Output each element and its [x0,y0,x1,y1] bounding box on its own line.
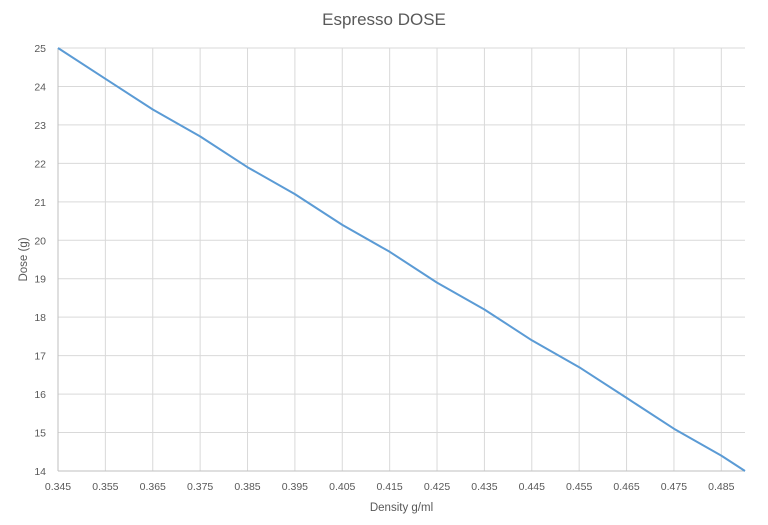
y-axis-label: Dose (g) [18,237,30,281]
x-tick-label: 0.455 [566,481,592,493]
x-tick-label: 0.355 [92,481,118,493]
x-tick-label: 0.365 [140,481,166,493]
y-tick-label: 22 [34,158,46,170]
x-tick-label: 0.345 [45,481,71,493]
y-tick-label: 14 [34,466,46,478]
series-line [57,47,746,472]
x-tick-label: 0.415 [377,481,403,493]
x-tick-label: 0.485 [708,481,734,493]
x-tick-label: 0.425 [424,481,450,493]
y-tick-label: 23 [34,120,46,132]
x-tick-label: 0.375 [187,481,213,493]
y-tick-label: 20 [34,235,46,247]
x-tick-label: 0.405 [329,481,355,493]
y-tick-label: 25 [34,43,46,55]
chart-title: Espresso DOSE [322,10,446,29]
y-tick-label: 15 [34,428,46,440]
y-tick-label: 16 [34,389,46,401]
x-tick-label: 0.475 [661,481,687,493]
x-tick-label: 0.465 [613,481,639,493]
x-tick-label: 0.385 [234,481,260,493]
y-tick-label: 21 [34,197,46,209]
x-tick-label: 0.395 [282,481,308,493]
x-axis-label: Density g/ml [370,502,433,514]
x-tick-label: 0.445 [519,481,545,493]
y-tick-label: 18 [34,312,46,324]
y-tick-label: 19 [34,274,46,286]
y-tick-label: 24 [34,81,46,93]
y-tick-label: 17 [34,351,46,363]
x-tick-label: 0.435 [471,481,497,493]
